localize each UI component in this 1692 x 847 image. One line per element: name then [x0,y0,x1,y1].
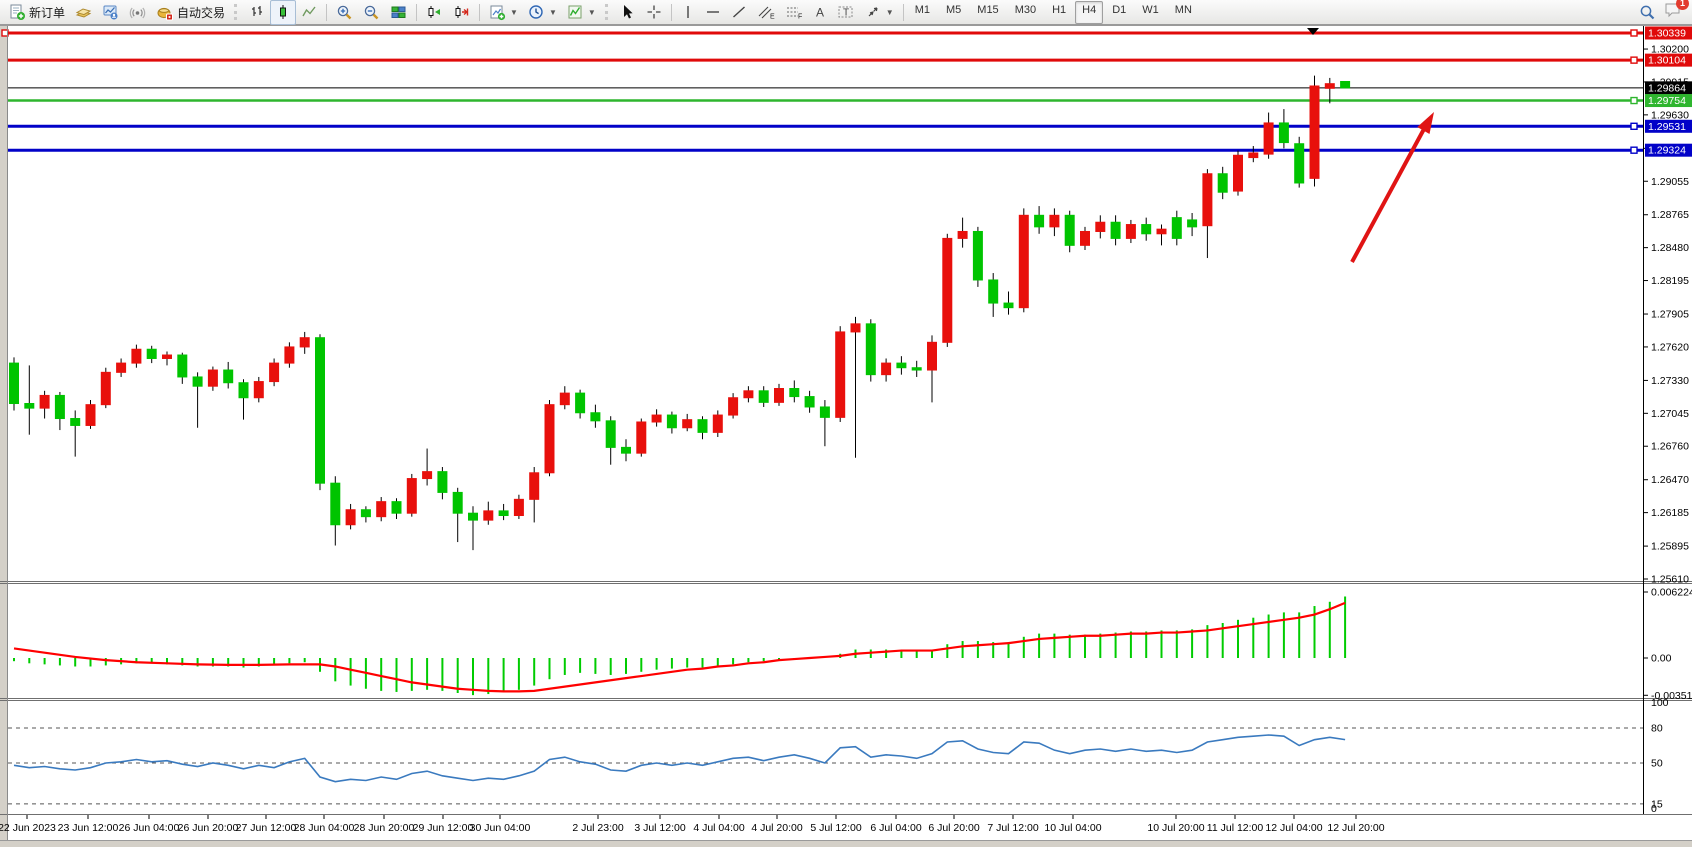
quotes-button[interactable] [70,0,97,25]
zoom-in-button[interactable] [331,0,358,25]
new-chart-icon [490,5,506,20]
candlestick-chart-icon [280,5,287,19]
rsi-indicator-label: RSI(14) 70.0308 [11,703,92,715]
toolbar: 新订单 自动交易 [0,0,1692,25]
toolbar-separator [670,3,672,21]
dropdown-caret: ▼ [510,7,518,17]
dropdown-caret: ▼ [548,7,557,17]
zoom-out-icon [364,5,379,19]
horizontal-line-button[interactable] [700,0,726,25]
notification-badge: 1 [1676,0,1689,10]
channel-button[interactable]: E [752,0,780,25]
toolbar-drag-handle [604,4,611,20]
trendline-icon [732,6,745,18]
label-icon: T [838,6,853,19]
timeframe-button-w1[interactable]: W1 [1142,3,1159,16]
quote-line: GBPUSD-,H4 1.29919 1.29920 1.29864 1.298… [12,29,254,41]
cursor-button[interactable] [615,0,641,25]
indicators-icon [568,5,582,18]
vertical-line-button[interactable] [676,0,700,25]
quotes-icon [75,7,92,18]
tile-windows-icon [391,6,406,18]
periods-button[interactable]: ▼ [523,0,562,25]
dropdown-caret: ▼ [587,7,596,17]
timeframe-group: M1 M5 M15 M30 H1 H4 D1 W1 MN [908,0,1199,24]
indicators-button[interactable]: ▼ [562,0,601,25]
trendline-button[interactable] [726,0,752,25]
chart-shift-icon [455,5,469,18]
fibonacci-icon: F [786,7,802,21]
auto-scroll-icon [428,5,441,18]
fibonacci-button[interactable]: F [780,0,808,25]
toolbar-separator [902,3,904,21]
crosshair-button[interactable] [641,0,667,25]
bar-chart-icon [252,6,263,16]
signals-icon [129,7,146,18]
new-chart-button[interactable]: ▼ [484,0,523,25]
new-order-icon [10,4,25,20]
svg-text:A: A [816,6,824,20]
timeframe-button-m1[interactable]: M1 [914,3,930,16]
signals-button[interactable] [124,0,151,25]
shapes-icon [868,7,878,17]
toolbar-separator [326,3,328,21]
timeframe-button-m30[interactable]: M30 [1014,3,1037,16]
chat-button[interactable]: 1 [1664,0,1689,23]
chart-window[interactable] [0,25,1692,847]
timeframe-button-m5[interactable]: M5 [946,3,962,16]
autotrading-icon [157,7,174,20]
toolbar-separator [479,3,481,21]
channel-icon: E [758,6,775,21]
vertical-line-icon [687,6,689,18]
autotrading-button[interactable]: 自动交易 [151,0,230,25]
dropdown-caret: ▼ [885,7,894,17]
timeframe-button-mn[interactable]: MN [1174,3,1192,16]
auto-scroll-button[interactable] [421,0,448,25]
zoom-out-button[interactable] [358,0,385,25]
crosshair-icon [647,5,661,19]
shapes-button[interactable]: ▼ [860,0,899,25]
svg-text:E: E [770,14,775,21]
cursor-icon [623,5,633,19]
periods-icon [529,4,543,19]
text-icon: A [816,6,824,20]
candlestick-chart-button[interactable] [270,0,297,25]
text-button[interactable]: A [808,0,832,25]
svg-text:T: T [843,8,849,19]
autotrading-label: 自动交易 [177,5,226,20]
navigator-icon [103,5,118,19]
chart-shift-button[interactable] [448,0,475,25]
label-button[interactable]: T [832,0,860,25]
svg-text:F: F [798,14,802,21]
timeframe-button-h4[interactable]: H4 [1075,0,1104,24]
navigator-button[interactable] [97,0,124,25]
timeframe-button-d1[interactable]: D1 [1112,3,1127,16]
search-icon[interactable] [1639,4,1656,21]
new-order-button[interactable]: 新订单 [4,0,70,25]
line-chart-button[interactable] [296,0,322,25]
timeframe-button-h1[interactable]: H1 [1052,3,1067,16]
new-order-label: 新订单 [29,5,66,20]
horizontal-line-icon [706,11,719,13]
macd-indicator-label: MACD(12,26,9) 0.005782 0.005258 [11,587,186,599]
zoom-in-icon [337,5,352,19]
line-chart-icon [302,6,316,17]
timeframe-button-m15[interactable]: M15 [977,3,999,16]
tile-windows-button[interactable] [385,0,412,25]
toolbar-drag-handle [234,4,240,20]
bar-chart-button[interactable] [244,0,270,25]
toolbar-separator [416,3,418,21]
